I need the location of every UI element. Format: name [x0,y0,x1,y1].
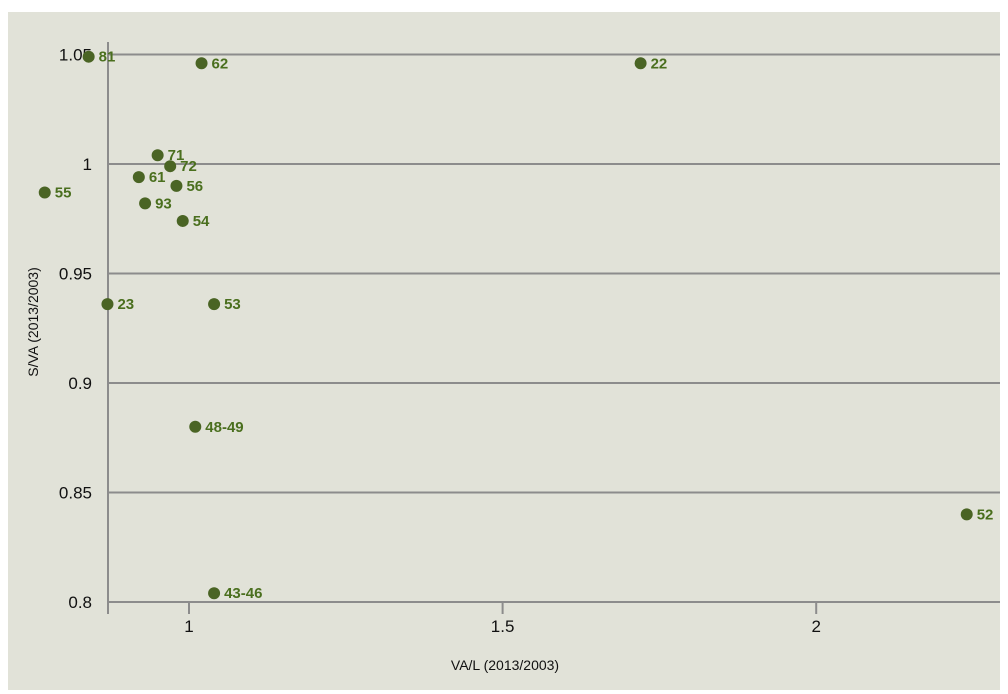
data-point [208,587,221,600]
data-point-label: 48-49 [205,419,243,436]
gridlines [108,53,1000,494]
axes [107,42,1000,614]
data-point-label: 72 [180,158,197,175]
data-point-label: 22 [651,55,668,72]
data-point [176,214,189,227]
data-point-label: 61 [149,169,166,186]
data-point-label: 71 [168,147,185,164]
y-tick-label: 1 [83,155,92,174]
x-tick-label: 2 [811,617,820,636]
y-axis-title: S/VA (2013/2003) [25,267,41,376]
y-tick-label: 0.9 [68,374,92,393]
x-tick-label: 1.5 [491,617,515,636]
data-point-label: 23 [117,296,134,313]
data-point-label: 43-46 [224,585,262,602]
data-point [170,179,183,192]
data-point-label: 53 [224,296,241,313]
data-point [164,160,177,173]
data-point [101,298,114,311]
data-point [960,508,973,521]
data-point [208,298,221,311]
data-point [38,186,51,199]
data-point [151,149,164,162]
data-point-label: 81 [99,49,116,66]
data-point [189,420,202,433]
data-point-label: 52 [977,506,994,523]
data-point [139,197,152,210]
x-tick-label: 1 [184,617,193,636]
data-point-label: 54 [193,213,210,230]
y-tick-label: 0.8 [68,593,92,612]
data-point-label: 93 [155,195,172,212]
data-point [634,57,647,70]
y-tick-label: 0.85 [59,484,92,503]
data-point [132,171,145,184]
data-point-label: 62 [212,55,229,72]
data-point-label: 55 [55,184,72,201]
y-tick-label: 0.95 [59,265,92,284]
data-point [195,57,208,70]
data-point [82,50,95,63]
data-point-label: 56 [186,178,203,195]
x-axis-title: VA/L (2013/2003) [451,657,559,673]
